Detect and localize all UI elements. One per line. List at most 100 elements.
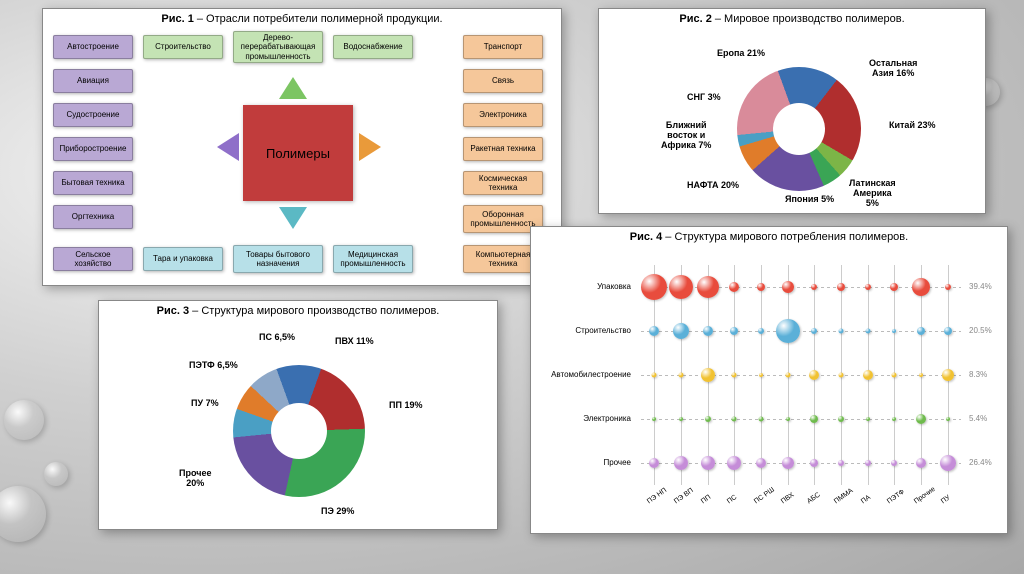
column-label: АБС bbox=[806, 491, 822, 505]
row-baseline bbox=[641, 419, 961, 420]
panel3-title: Рис. 3 – Структура мирового производство… bbox=[99, 301, 497, 321]
column-label: ПММА bbox=[833, 487, 855, 505]
donut-label: ПВХ 11% bbox=[335, 337, 374, 347]
bubble-point bbox=[701, 456, 715, 470]
arrow-left-icon bbox=[217, 133, 239, 161]
bubble-point bbox=[865, 284, 871, 290]
donut-label: Китай 23% bbox=[889, 121, 936, 131]
bubble-point bbox=[732, 373, 737, 378]
bubble-point bbox=[701, 368, 715, 382]
donut-label: ПЭ 29% bbox=[321, 507, 354, 517]
bubble-point bbox=[673, 323, 689, 339]
donut-label: СНГ 3% bbox=[687, 93, 721, 103]
bubble-point bbox=[652, 417, 656, 421]
bubble-point bbox=[649, 326, 659, 336]
row-baseline bbox=[641, 375, 961, 376]
column-label: ПВХ bbox=[780, 492, 796, 506]
bubble-point bbox=[839, 373, 844, 378]
bubble-point bbox=[811, 284, 817, 290]
center-polymers: Полимеры bbox=[243, 105, 353, 201]
bubble-point bbox=[810, 459, 818, 467]
row-label: Прочее bbox=[531, 458, 631, 467]
bubble-point bbox=[759, 417, 764, 422]
bubble-point bbox=[810, 415, 818, 423]
bubble-point bbox=[758, 328, 764, 334]
sector-box: Товары бытового назначения bbox=[233, 245, 323, 273]
donut-label: НАФТА 20% bbox=[687, 181, 739, 191]
bubble-point bbox=[652, 373, 657, 378]
bubble-point bbox=[946, 417, 950, 421]
bubble-point bbox=[891, 460, 897, 466]
bubble-point bbox=[919, 373, 923, 377]
sector-box: Водоснабжение bbox=[333, 35, 413, 59]
donut-hole bbox=[773, 103, 825, 155]
donut-label: ПУ 7% bbox=[191, 399, 219, 409]
row-label: Электроника bbox=[531, 414, 631, 423]
bubble-point bbox=[705, 416, 711, 422]
sector-box: Медицинская промышленность bbox=[333, 245, 413, 273]
bubble-point bbox=[727, 456, 741, 470]
donut-label: Ближний восток и Африка 7% bbox=[661, 121, 711, 151]
arrow-up-icon bbox=[279, 77, 307, 99]
arrow-down-icon bbox=[279, 207, 307, 229]
column-label: ПЭТФ bbox=[886, 488, 906, 505]
bubble-point bbox=[917, 327, 925, 335]
bubble-point bbox=[786, 417, 790, 421]
row-value: 5.4% bbox=[969, 414, 987, 423]
column-label: Прочие bbox=[913, 486, 937, 506]
donut-label: Латинская Америка 5% bbox=[849, 179, 896, 209]
bubble-point bbox=[757, 283, 765, 291]
column-label: ПЭ ВП bbox=[673, 487, 695, 505]
donut-label: Еропа 21% bbox=[717, 49, 765, 59]
donut-label: Остальная Азия 16% bbox=[869, 59, 917, 79]
panel4-title: Рис. 4 – Структура мирового потребления … bbox=[531, 227, 1007, 247]
bubble-point bbox=[679, 373, 684, 378]
bubble-point bbox=[912, 278, 930, 296]
bubble-point bbox=[944, 327, 952, 335]
arrow-right-icon bbox=[359, 133, 381, 161]
bubble-point bbox=[865, 329, 870, 334]
sector-box: Космическая техника bbox=[463, 171, 543, 195]
bubble-point bbox=[916, 458, 926, 468]
sector-box: Связь bbox=[463, 69, 543, 93]
row-value: 8.3% bbox=[969, 370, 987, 379]
panel-production-structure: Рис. 3 – Структура мирового производство… bbox=[98, 300, 498, 530]
bubble-point bbox=[839, 329, 844, 334]
bubble-point bbox=[866, 417, 870, 421]
row-baseline bbox=[641, 463, 961, 464]
bubble-point bbox=[916, 414, 926, 424]
donut-label: ПП 19% bbox=[389, 401, 422, 411]
sector-box: Тара и упаковка bbox=[143, 247, 223, 271]
sector-box: Дерево- перерабатывающая промышленность bbox=[233, 31, 323, 63]
bubble-point bbox=[756, 458, 766, 468]
donut-label: ПС 6,5% bbox=[259, 333, 295, 343]
bubble-point bbox=[809, 370, 819, 380]
bg-bubble bbox=[4, 400, 44, 440]
sector-box: Приборостроение bbox=[53, 137, 133, 161]
row-baseline bbox=[641, 331, 961, 332]
sector-box: Бытовая техника bbox=[53, 171, 133, 195]
sector-box: Авиация bbox=[53, 69, 133, 93]
bubble-point bbox=[942, 369, 954, 381]
bubble-point bbox=[730, 327, 738, 335]
column-label: ПЭ НП bbox=[646, 487, 668, 505]
row-label: Строительство bbox=[531, 326, 631, 335]
bubble-point bbox=[890, 283, 898, 291]
bubble-point bbox=[641, 274, 667, 300]
bubble-point bbox=[697, 276, 719, 298]
bubble-point bbox=[674, 456, 688, 470]
column-label: ПС bbox=[726, 494, 738, 506]
sector-box: Сельское хозяйство bbox=[53, 247, 133, 271]
donut-hole bbox=[271, 403, 327, 459]
row-value: 26.4% bbox=[969, 458, 992, 467]
bubble-point bbox=[945, 284, 951, 290]
row-value: 20.5% bbox=[969, 326, 992, 335]
bubble-point bbox=[863, 370, 873, 380]
donut-label: ПЭТФ 6,5% bbox=[189, 361, 238, 371]
bubble-point bbox=[892, 373, 897, 378]
bubble-point bbox=[892, 417, 896, 421]
sector-box: Ракетная техника bbox=[463, 137, 543, 161]
row-value: 39.4% bbox=[969, 282, 992, 291]
bubble-point bbox=[837, 283, 845, 291]
bg-bubble bbox=[0, 486, 46, 542]
